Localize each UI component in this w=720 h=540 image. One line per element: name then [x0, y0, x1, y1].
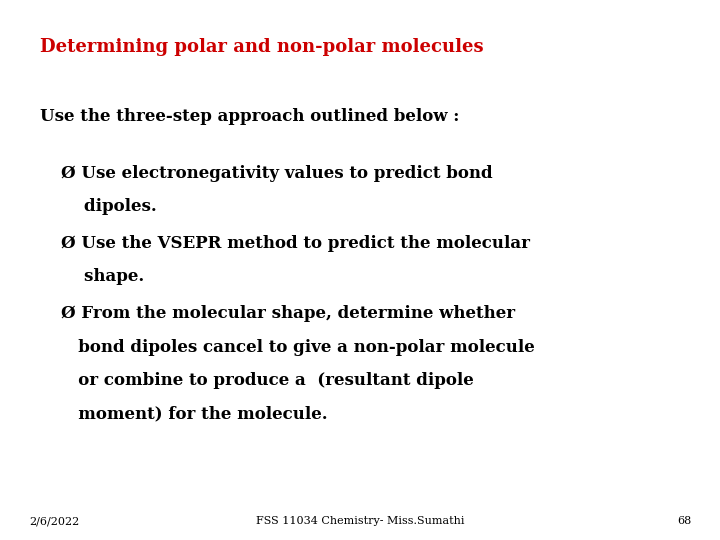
Text: Determining polar and non-polar molecules: Determining polar and non-polar molecule…	[40, 38, 483, 56]
Text: Ø Use the VSEPR method to predict the molecular: Ø Use the VSEPR method to predict the mo…	[61, 235, 530, 252]
Text: Ø From the molecular shape, determine whether: Ø From the molecular shape, determine wh…	[61, 305, 516, 322]
Text: shape.: shape.	[61, 268, 145, 285]
Text: FSS 11034 Chemistry- Miss.Sumathi: FSS 11034 Chemistry- Miss.Sumathi	[256, 516, 464, 526]
Text: Use the three-step approach outlined below :: Use the three-step approach outlined bel…	[40, 108, 459, 125]
Text: bond dipoles cancel to give a non-polar molecule: bond dipoles cancel to give a non-polar …	[61, 339, 535, 355]
Text: dipoles.: dipoles.	[61, 198, 157, 215]
Text: or combine to produce a  (resultant dipole: or combine to produce a (resultant dipol…	[61, 372, 474, 389]
Text: moment) for the molecule.: moment) for the molecule.	[61, 406, 328, 422]
Text: 68: 68	[677, 516, 691, 526]
Text: 2/6/2022: 2/6/2022	[29, 516, 79, 526]
Text: Ø Use electronegativity values to predict bond: Ø Use electronegativity values to predic…	[61, 165, 492, 181]
